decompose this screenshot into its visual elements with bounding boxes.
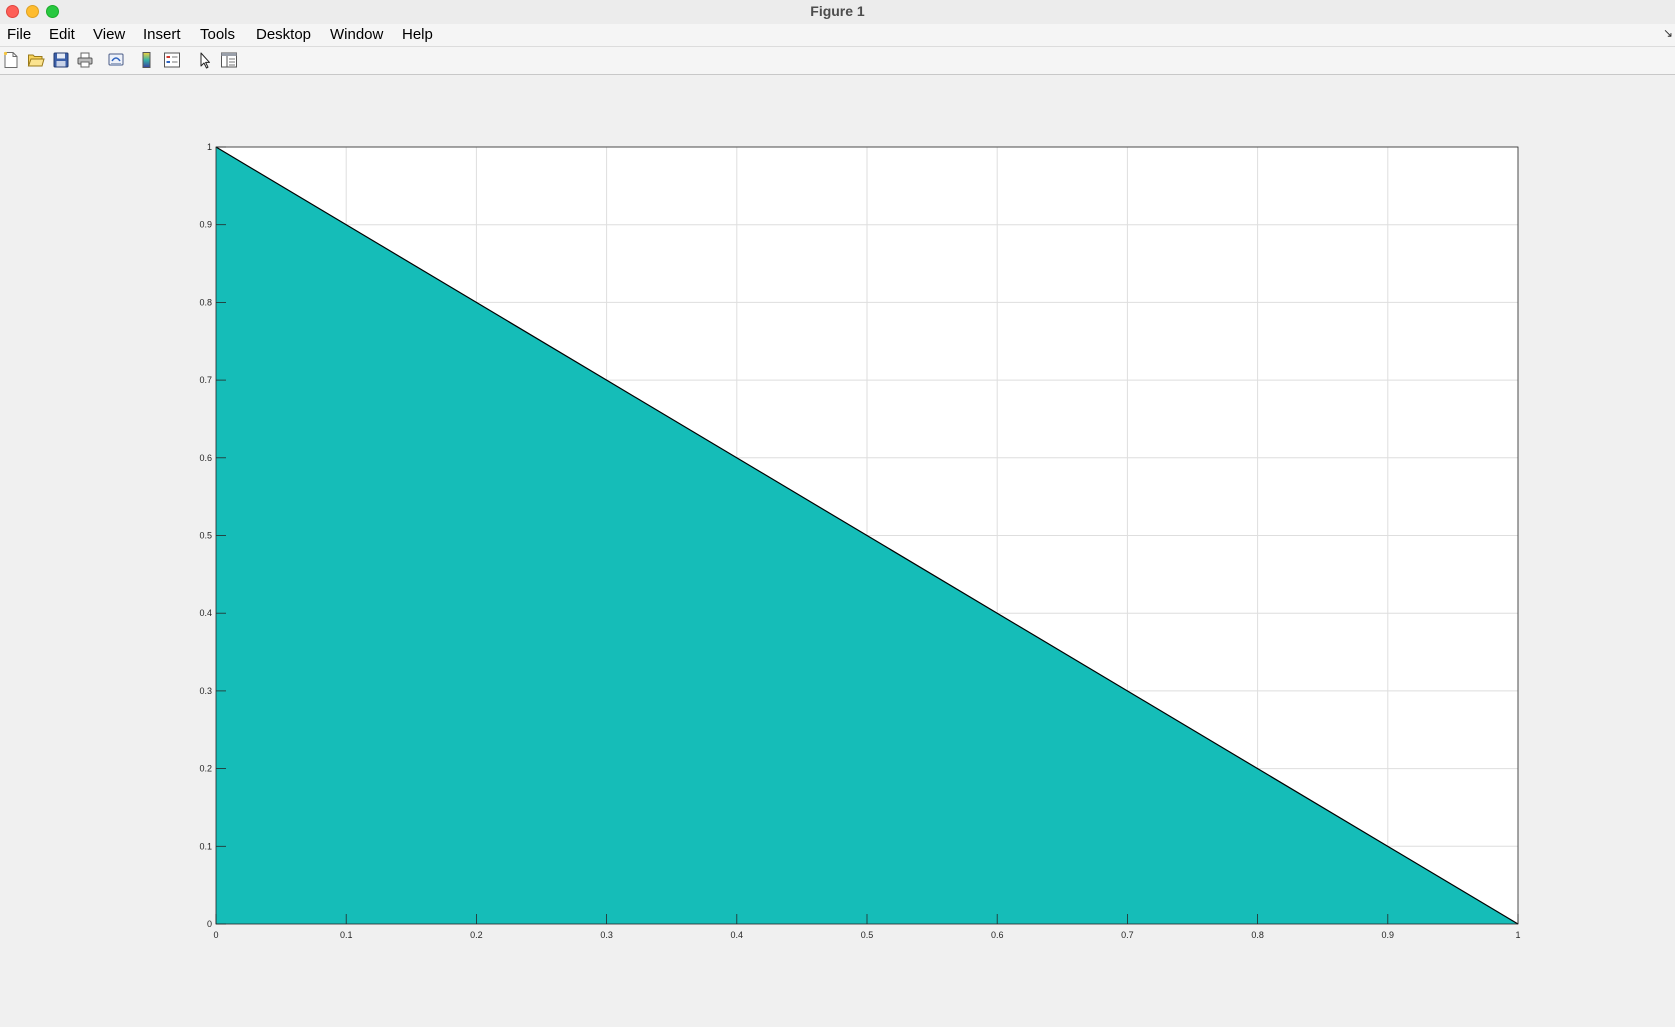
y-tick-label: 0.6 [199, 453, 212, 463]
save-icon[interactable] [52, 51, 70, 69]
x-tick-label: 0.5 [861, 930, 874, 940]
y-tick-label: 0.9 [199, 220, 212, 230]
close-window-button[interactable] [6, 5, 19, 18]
menu-bar: File Edit View Insert Tools Desktop Wind… [0, 24, 1675, 47]
x-tick-label: 0.9 [1382, 930, 1395, 940]
y-tick-label: 0.7 [199, 375, 212, 385]
x-tick-label: 0.4 [731, 930, 744, 940]
link-plot-icon[interactable] [107, 51, 125, 69]
y-tick-label: 0 [207, 919, 212, 929]
maximize-window-button[interactable] [46, 5, 59, 18]
x-tick-label: 0.1 [340, 930, 353, 940]
menu-file[interactable]: File [7, 26, 32, 43]
menu-view[interactable]: View [93, 26, 126, 43]
y-axis: 0 0.1 0.2 0.3 0.4 0.5 0.6 0.7 0.8 0.9 1 [199, 142, 226, 929]
menu-edit[interactable]: Edit [49, 26, 75, 43]
y-tick-label: 0.2 [199, 764, 212, 774]
y-tick-label: 0.5 [199, 531, 212, 541]
y-tick-label: 0.4 [199, 608, 212, 618]
title-bar: Figure 1 [0, 0, 1675, 25]
menu-desktop[interactable]: Desktop [256, 26, 312, 43]
new-figure-icon[interactable] [2, 51, 20, 69]
window-title: Figure 1 [810, 3, 865, 19]
insert-legend-icon[interactable] [163, 51, 181, 69]
x-tick-label: 0.6 [991, 930, 1004, 940]
open-file-icon[interactable] [27, 51, 45, 69]
menu-insert[interactable]: Insert [143, 26, 181, 43]
menubar-overflow-icon[interactable]: ↘ [1662, 26, 1673, 40]
y-tick-label: 0.8 [199, 297, 212, 307]
insert-colorbar-icon[interactable] [138, 51, 156, 69]
area-series-edge [215, 146, 1519, 925]
menu-help[interactable]: Help [402, 26, 433, 43]
figure-canvas: 0 0.1 0.2 0.3 0.4 0.5 0.6 0.7 0.8 0.9 1 0 0.1 0.2 0.3… [199, 142, 1521, 940]
y-tick-label: 1 [207, 142, 212, 152]
x-tick-label: 0.2 [470, 930, 483, 940]
edit-plot-icon[interactable] [196, 51, 214, 69]
figure-toolbar [0, 47, 1675, 75]
print-icon[interactable] [76, 51, 94, 69]
y-tick-label: 0.1 [199, 841, 212, 851]
x-tick-label: 0 [213, 930, 218, 940]
x-tick-label: 1 [1515, 930, 1520, 940]
x-tick-label: 0.8 [1251, 930, 1264, 940]
x-tick-label: 0.3 [600, 930, 613, 940]
menu-tools[interactable]: Tools [200, 26, 236, 43]
minimize-window-button[interactable] [26, 5, 39, 18]
show-plot-tools-icon[interactable] [220, 51, 238, 69]
menu-window[interactable]: Window [330, 26, 384, 43]
x-tick-label: 0.7 [1121, 930, 1134, 940]
y-tick-label: 0.3 [199, 686, 212, 696]
x-axis: 0 0.1 0.2 0.3 0.4 0.5 0.6 0.7 0.8 0.9 1 [213, 914, 1521, 940]
